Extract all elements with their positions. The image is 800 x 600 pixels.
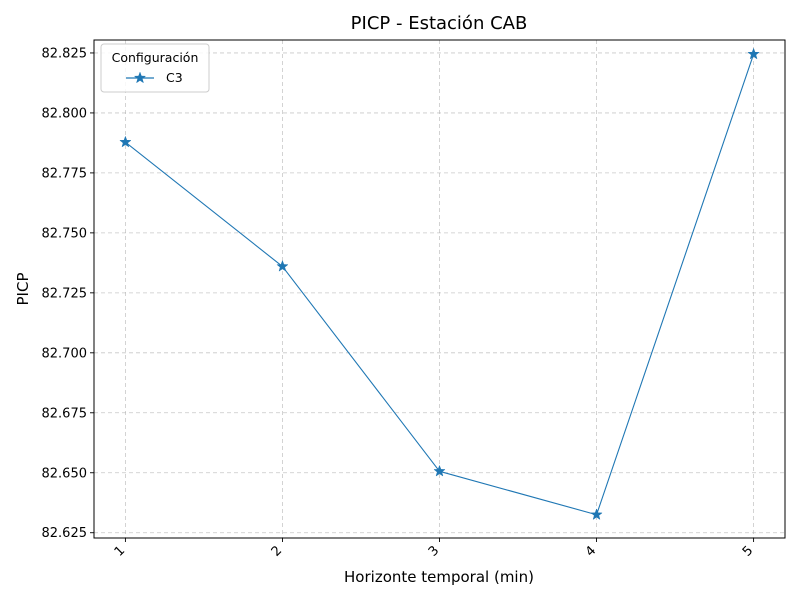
legend-entry-label: C3: [166, 70, 183, 85]
chart-title: PICP - Estación CAB: [351, 13, 528, 34]
y-tick-label: 82.725: [42, 286, 88, 301]
series-layer: [119, 47, 760, 521]
y-tick-label: 82.750: [42, 226, 88, 241]
data-point-star: [119, 135, 132, 148]
y-tick-label: 82.700: [42, 346, 88, 361]
y-tick-label: 82.675: [42, 406, 88, 421]
y-axis: 82.625 82.650 82.675 82.700 82.725 82.750 82.7…: [42, 46, 94, 541]
x-axis-title: Horizonte temporal (min): [344, 568, 534, 586]
legend-box: [100, 43, 210, 93]
data-point-star: [747, 47, 760, 60]
legend-marker-star: [133, 71, 147, 84]
y-axis-title: PICP: [14, 273, 32, 306]
data-point-star: [276, 259, 289, 272]
legend-marker-slot: [133, 71, 147, 84]
y-tick-label: 82.625: [42, 526, 88, 541]
y-tick-label: 82.825: [42, 46, 88, 61]
data-point-star: [433, 464, 446, 477]
data-point-star: [590, 508, 603, 521]
y-tick-label: 82.775: [42, 166, 88, 181]
legend-title: Configuración: [112, 50, 199, 65]
y-tick-label: 82.650: [42, 466, 88, 481]
y-tick-label: 82.800: [42, 106, 88, 121]
legend: Configuración C3: [100, 43, 210, 93]
